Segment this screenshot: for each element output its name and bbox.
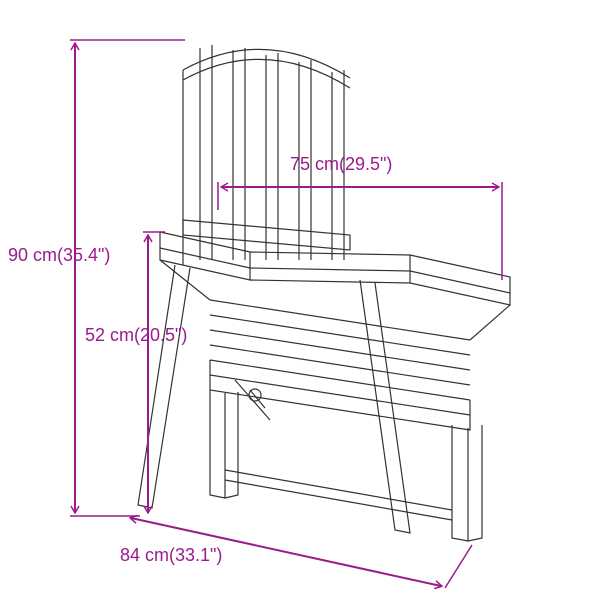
drawing-svg	[0, 0, 589, 600]
dim-height-total: 90 cm(35.4")	[8, 245, 110, 266]
dim-width: 75 cm(29.5")	[290, 154, 392, 175]
dim-height-arm: 52 cm(20.5")	[85, 325, 187, 346]
chair-outline	[138, 45, 510, 541]
dimension-lines	[70, 40, 502, 588]
dimension-diagram: 90 cm(35.4") 52 cm(20.5") 75 cm(29.5") 8…	[0, 0, 589, 600]
dim-depth: 84 cm(33.1")	[120, 545, 222, 566]
